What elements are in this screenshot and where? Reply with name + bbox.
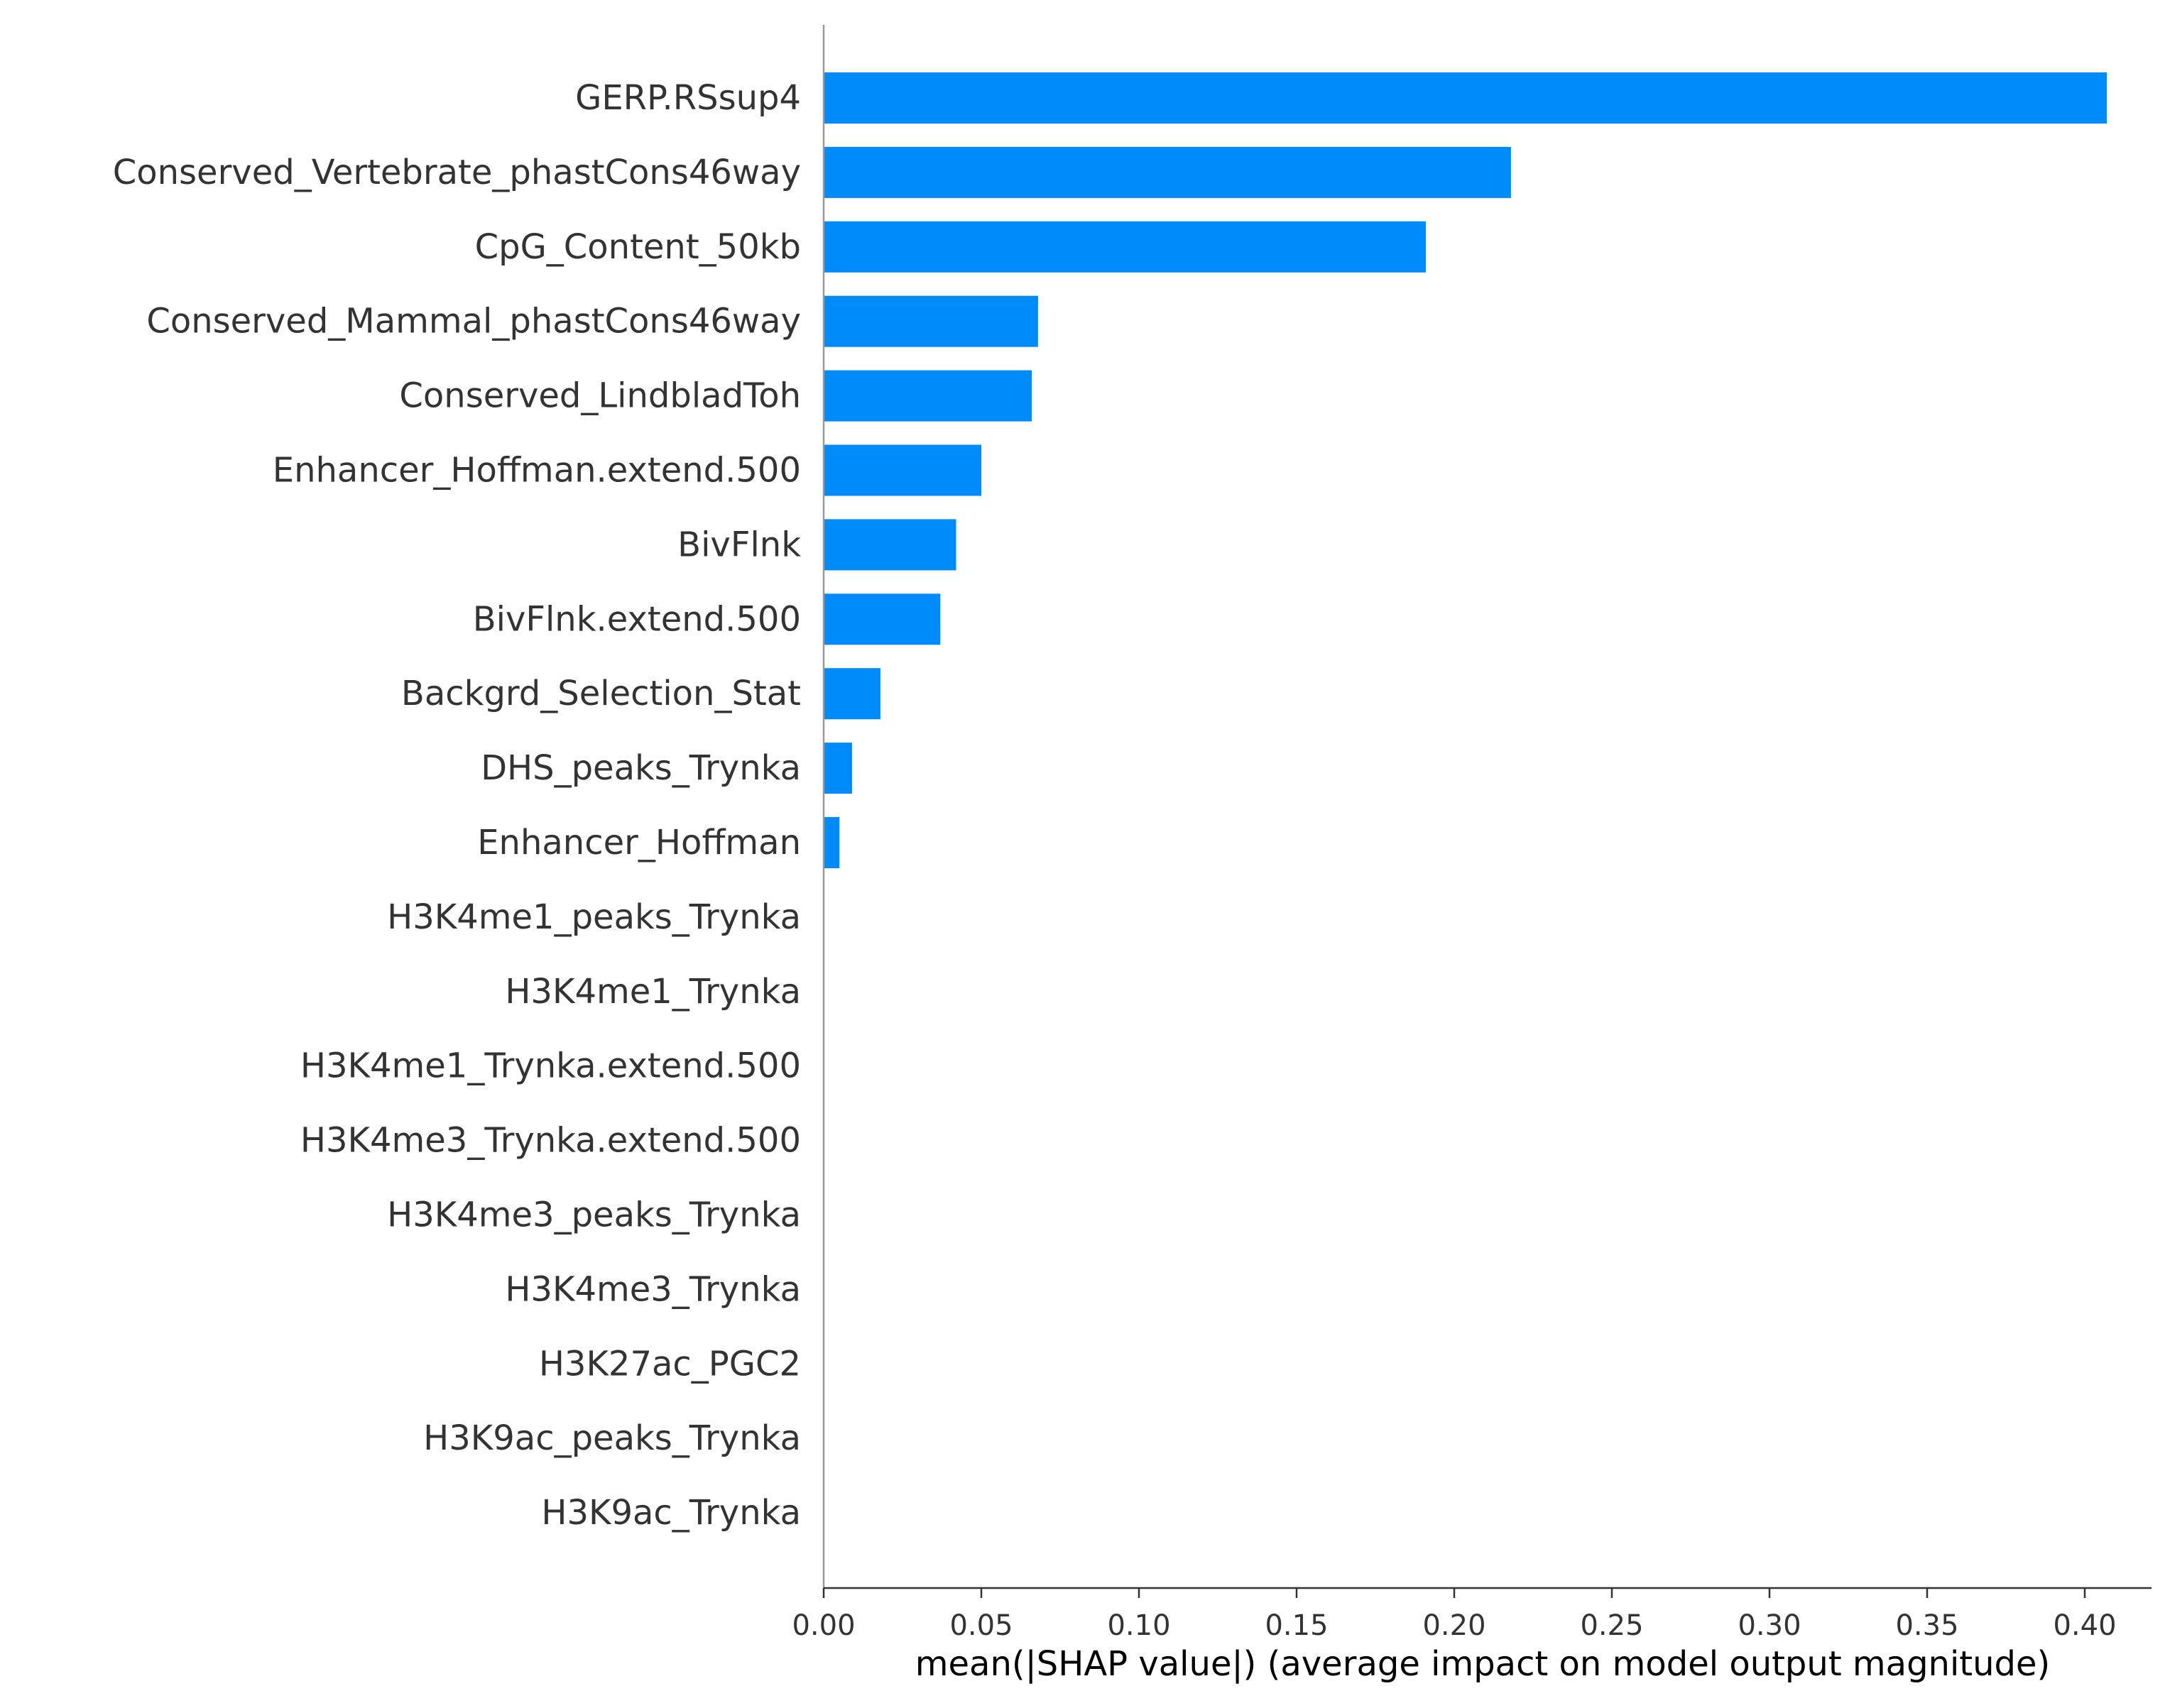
bars-layer: [824, 72, 2107, 868]
category-label: BivFlnk: [677, 525, 801, 564]
category-label: H3K4me3_Trynka: [505, 1269, 801, 1309]
category-label: H3K4me3_Trynka.extend.500: [300, 1121, 801, 1161]
bar: [824, 72, 2107, 124]
x-tick-label: 0.10: [1107, 1609, 1170, 1642]
category-label: Conserved_Vertebrate_phastCons46way: [113, 153, 801, 192]
bar: [824, 743, 852, 794]
x-tick-label: 0.05: [949, 1609, 1013, 1642]
category-label: H3K4me1_Trynka.extend.500: [300, 1046, 801, 1086]
bar: [824, 295, 1038, 347]
category-label: H3K4me1_Trynka: [505, 972, 801, 1012]
bar: [824, 444, 981, 496]
category-label: BivFlnk.extend.500: [473, 599, 801, 639]
x-tick-label: 0.15: [1265, 1609, 1328, 1642]
x-axis-ticks: 0.00 0.05 0.10 0.15 0.20 0.25 0.30 0.35 0.40: [792, 1588, 2117, 1642]
x-tick-label: 0.20: [1422, 1609, 1485, 1642]
category-label: H3K9ac_peaks_Trynka: [423, 1418, 801, 1458]
category-label: DHS_peaks_Trynka: [481, 748, 801, 788]
category-labels: GERP.RSsup4 Conserved_Vertebrate_phastCon…: [113, 78, 801, 1533]
category-label: H3K4me1_peaks_Trynka: [387, 897, 801, 937]
category-label: H3K27ac_PGC2: [539, 1344, 801, 1384]
category-label: Conserved_Mammal_phastCons46way: [146, 302, 801, 341]
bar: [824, 370, 1032, 422]
bar: [824, 146, 1511, 198]
category-label: CpG_Content_50kb: [475, 227, 801, 267]
x-tick-label: 0.25: [1580, 1609, 1643, 1642]
bar: [824, 221, 1427, 273]
bar: [824, 668, 880, 720]
x-tick-label: 0.40: [2053, 1609, 2116, 1642]
category-label: Enhancer_Hoffman.extend.500: [273, 451, 801, 491]
category-label: GERP.RSsup4: [575, 78, 801, 118]
bar: [824, 817, 840, 868]
category-label: H3K9ac_Trynka: [541, 1493, 801, 1533]
category-label: Conserved_LindbladToh: [399, 376, 801, 416]
bar: [824, 593, 941, 645]
category-label: Backgrd_Selection_Stat: [401, 674, 801, 713]
category-label: Enhancer_Hoffman: [477, 823, 801, 863]
x-axis-label: mean(|SHAP value|) (average impact on mo…: [915, 1644, 2051, 1684]
bar: [824, 519, 956, 571]
axes: [822, 25, 2152, 1589]
x-tick-label: 0.30: [1738, 1609, 1801, 1642]
x-tick-label: 0.35: [1895, 1609, 1958, 1642]
category-label: H3K4me3_peaks_Trynka: [387, 1195, 801, 1235]
x-tick-label: 0.00: [792, 1609, 855, 1642]
